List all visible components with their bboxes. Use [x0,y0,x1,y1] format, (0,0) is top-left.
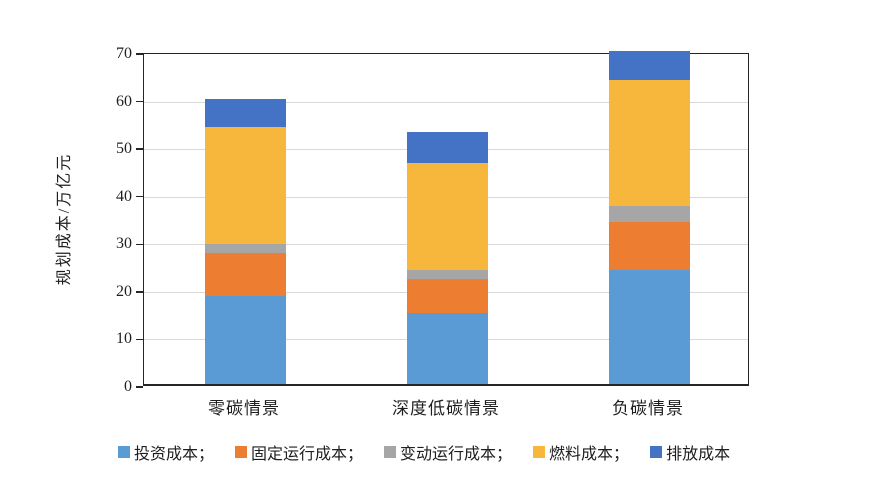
y-tickmark-30 [136,243,143,246]
y-tickmark-60 [136,100,143,103]
x-ticklabel-深度低碳情景: 深度低碳情景 [392,399,500,418]
legend-label-燃料成本: 燃料成本； [549,446,630,463]
bar-segment-变动运行成本 [608,205,690,223]
y-tickmark-10 [136,338,143,341]
x-ticklabel-负碳情景: 负碳情景 [612,399,684,418]
bar-segment-变动运行成本 [204,243,286,254]
bar-segment-燃料成本 [406,162,488,270]
bar-segment-排放成本 [204,98,286,128]
bar-零碳情景 [204,98,286,384]
bar-segment-投资成本 [204,296,286,384]
legend-swatch-燃料成本 [533,446,546,458]
legend-swatch-排放成本 [650,446,663,458]
y-ticklabel-60: 60 [116,92,132,110]
y-ticklabel-70: 70 [116,45,132,62]
bar-负碳情景 [608,51,690,384]
legend-item-固定运行成本: 固定运行成本； [235,440,363,464]
bar-segment-固定运行成本 [204,253,286,296]
x-ticklabel-零碳情景: 零碳情景 [208,399,280,418]
y-ticklabel-20: 20 [116,282,132,300]
y-ticklabel-30: 30 [116,235,132,253]
legend-label-变动运行成本: 变动运行成本； [400,446,513,463]
legend-swatch-变动运行成本 [384,446,397,458]
bar-segment-排放成本 [608,51,690,80]
legend-item-变动运行成本: 变动运行成本； [384,440,512,464]
legend-item-燃料成本: 燃料成本； [533,440,629,464]
legend-label-投资成本: 投资成本； [134,446,215,463]
bar-segment-固定运行成本 [406,279,488,313]
bar-segment-燃料成本 [608,79,690,206]
y-ticklabel-0: 0 [124,378,132,395]
bar-深度低碳情景 [406,131,488,384]
bar-segment-固定运行成本 [608,222,690,270]
y-ticklabel-10: 10 [116,330,132,348]
y-tickmark-40 [136,195,143,198]
legend: 投资成本； 固定运行成本； 变动运行成本； 燃料成本； 排放成本 [118,440,730,464]
y-axis-title: 规划成本/万亿元 [56,152,73,286]
y-tickmark-0 [136,386,143,388]
legend-swatch-固定运行成本 [235,446,248,458]
legend-item-排放成本: 排放成本 [650,440,730,464]
bar-segment-排放成本 [406,131,488,163]
y-tickmark-70 [136,53,143,55]
legend-swatch-投资成本 [118,446,130,458]
y-tickmark-20 [136,291,143,293]
legend-label-排放成本: 排放成本 [666,446,731,463]
legend-label-固定运行成本: 固定运行成本； [251,446,364,463]
gridline-60 [144,101,748,103]
y-ticklabel-40: 40 [116,187,132,205]
bar-segment-投资成本 [406,312,488,384]
bar-segment-变动运行成本 [406,269,488,280]
bar-segment-投资成本 [608,269,690,384]
plot-area: 0 10 20 30 40 50 60 70 [116,46,749,395]
legend-item-投资成本: 投资成本； [118,440,214,464]
y-ticklabel-50: 50 [116,140,132,158]
bar-segment-燃料成本 [204,127,286,244]
y-tickmark-50 [136,148,143,150]
